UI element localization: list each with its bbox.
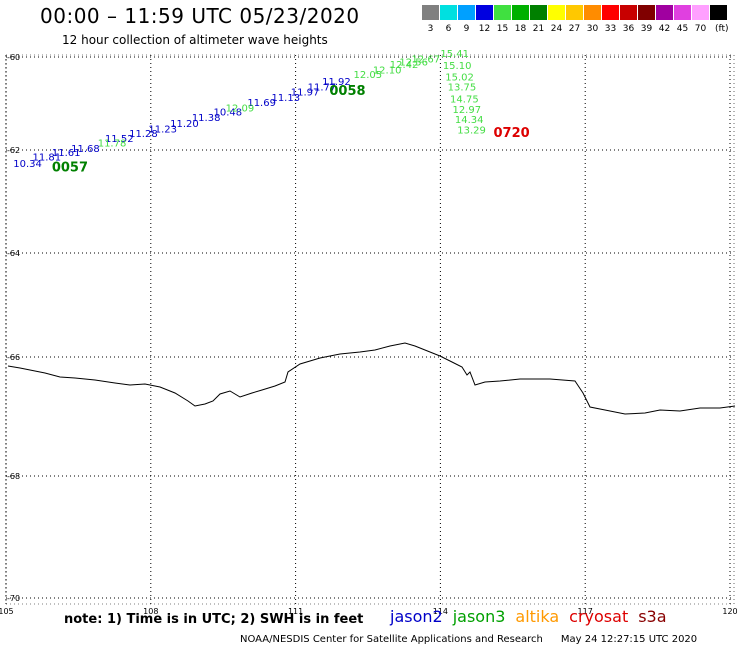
scale-swatch <box>422 5 439 20</box>
legend-altika: altika <box>515 607 560 626</box>
wave-height-value: 12.05 <box>354 70 383 81</box>
wave-height-value: 11.28 <box>129 129 158 140</box>
scale-swatch <box>656 5 673 20</box>
latitude-label: -70 <box>7 594 20 603</box>
scale-label: 70 <box>694 24 707 34</box>
latitude-label: -60 <box>7 53 20 62</box>
scale-swatch <box>440 5 457 20</box>
legend-jason2: jason2 <box>390 607 443 626</box>
wave-height-value: 13.29 <box>457 126 486 137</box>
wave-height-value: 11.69 <box>247 98 276 109</box>
satellite-legend: jason2 jason3 altika cryosat s3a <box>390 607 677 626</box>
scale-swatch <box>548 5 565 20</box>
scale-label: 36 <box>622 24 635 34</box>
note-text: note: 1) Time is in UTC; 2) SWH is in fe… <box>64 612 364 627</box>
wave-height-value: 11.68 <box>71 144 100 155</box>
wave-height-value: 10.34 <box>13 159 42 170</box>
scale-label: 33 <box>604 24 617 34</box>
scale-label: 15 <box>496 24 509 34</box>
wave-height-value: 12.10 <box>373 66 402 77</box>
map-subtitle: 12 hour collection of altimeter wave hei… <box>62 33 328 47</box>
footer-timestamp: May 24 12:27:15 UTC 2020 <box>560 634 698 645</box>
wave-height-value: 11.78 <box>98 139 127 150</box>
wave-height-value: 11.61 <box>52 148 81 159</box>
antarctic-coastline <box>7 342 736 415</box>
longitude-label: 114 <box>433 607 448 616</box>
axis-labels: -60 -62 -64 -66 -68 -70 105 108 111 114 117 120 <box>0 53 738 616</box>
legend-cryosat: cryosat <box>569 607 629 626</box>
wave-height-value: 11.81 <box>33 152 62 163</box>
wave-height-value: 11.20 <box>170 119 199 130</box>
wave-height-value: 13.75 <box>448 82 477 93</box>
pass-time-label: 0057 <box>52 161 88 176</box>
footer-source: NOAA/NESDIS Center for Satellite Applica… <box>240 634 543 645</box>
scale-unit-label: (ft) <box>715 24 729 34</box>
scale-label: 18 <box>514 24 527 34</box>
scale-label: 3 <box>427 24 434 34</box>
wave-height-value: 12.67 <box>411 55 440 66</box>
footer: NOAA/NESDIS Center for Satellite Applica… <box>240 634 697 645</box>
scale-label: 45 <box>676 24 689 34</box>
scale-label: 24 <box>550 24 563 34</box>
scale-swatch <box>494 5 511 20</box>
latitude-label: -64 <box>7 249 20 258</box>
wave-height-value: 12.42 <box>390 60 419 71</box>
scale-label: 9 <box>463 24 470 34</box>
scale-label: 27 <box>568 24 581 34</box>
map-frame <box>5 54 735 605</box>
legend-s3a: s3a <box>638 607 667 626</box>
wave-height-value: 11.97 <box>291 88 320 99</box>
wave-height-value: 14.75 <box>450 95 479 106</box>
wave-height-value: 11.13 <box>271 93 300 104</box>
scale-label: 42 <box>658 24 671 34</box>
scale-swatch <box>620 5 637 20</box>
pass-time-label: 0058 <box>329 84 365 99</box>
longitude-label: 105 <box>0 607 14 616</box>
latitude-label: -66 <box>7 353 20 362</box>
map-title: 00:00 – 11:59 UTC 05/23/2020 <box>40 4 360 28</box>
wave-height-value: 15.10 <box>443 61 472 72</box>
scale-swatch <box>674 5 691 20</box>
longitude-label: 120 <box>722 607 737 616</box>
latitude-label: -68 <box>7 472 20 481</box>
longitude-label: 117 <box>578 607 593 616</box>
wave-height-value: 10.48 <box>214 108 243 119</box>
wave-height-value: 14.34 <box>455 115 484 126</box>
scale-swatch <box>602 5 619 20</box>
longitude-label: 108 <box>143 607 158 616</box>
scale-swatch <box>530 5 547 20</box>
scale-label: 21 <box>532 24 545 34</box>
scale-swatch <box>584 5 601 20</box>
scale-swatch <box>638 5 655 20</box>
scale-swatch <box>476 5 493 20</box>
wave-height-value: 12.97 <box>452 105 481 116</box>
wave-height-value: 11.38 <box>192 113 221 124</box>
wave-height-value: 12.56 <box>399 57 428 68</box>
wave-height-value: 11.23 <box>148 124 177 135</box>
pass-time-label: 0720 <box>493 126 529 141</box>
scale-swatch <box>710 5 727 20</box>
lat-lon-grid <box>5 54 735 605</box>
scale-label: 6 <box>445 24 452 34</box>
scale-swatch <box>566 5 583 20</box>
longitude-label: 111 <box>288 607 303 616</box>
legend-jason3: jason3 <box>452 607 506 626</box>
latitude-label: -62 <box>7 146 20 155</box>
scale-label: 39 <box>640 24 653 34</box>
scale-swatch <box>692 5 709 20</box>
wave-height-value: 11.52 <box>105 134 134 145</box>
wave-height-value: 15.41 <box>440 49 469 60</box>
wave-height-value: 11.77 <box>308 82 337 93</box>
wave-height-value: 11.92 <box>322 77 351 88</box>
wave-height-value: 12.09 <box>226 103 255 114</box>
scale-label: 12 <box>478 24 491 34</box>
scale-swatch <box>512 5 529 20</box>
scale-label: 30 <box>586 24 599 34</box>
scale-swatch <box>458 5 475 20</box>
wave-height-value: 15.02 <box>445 72 474 83</box>
